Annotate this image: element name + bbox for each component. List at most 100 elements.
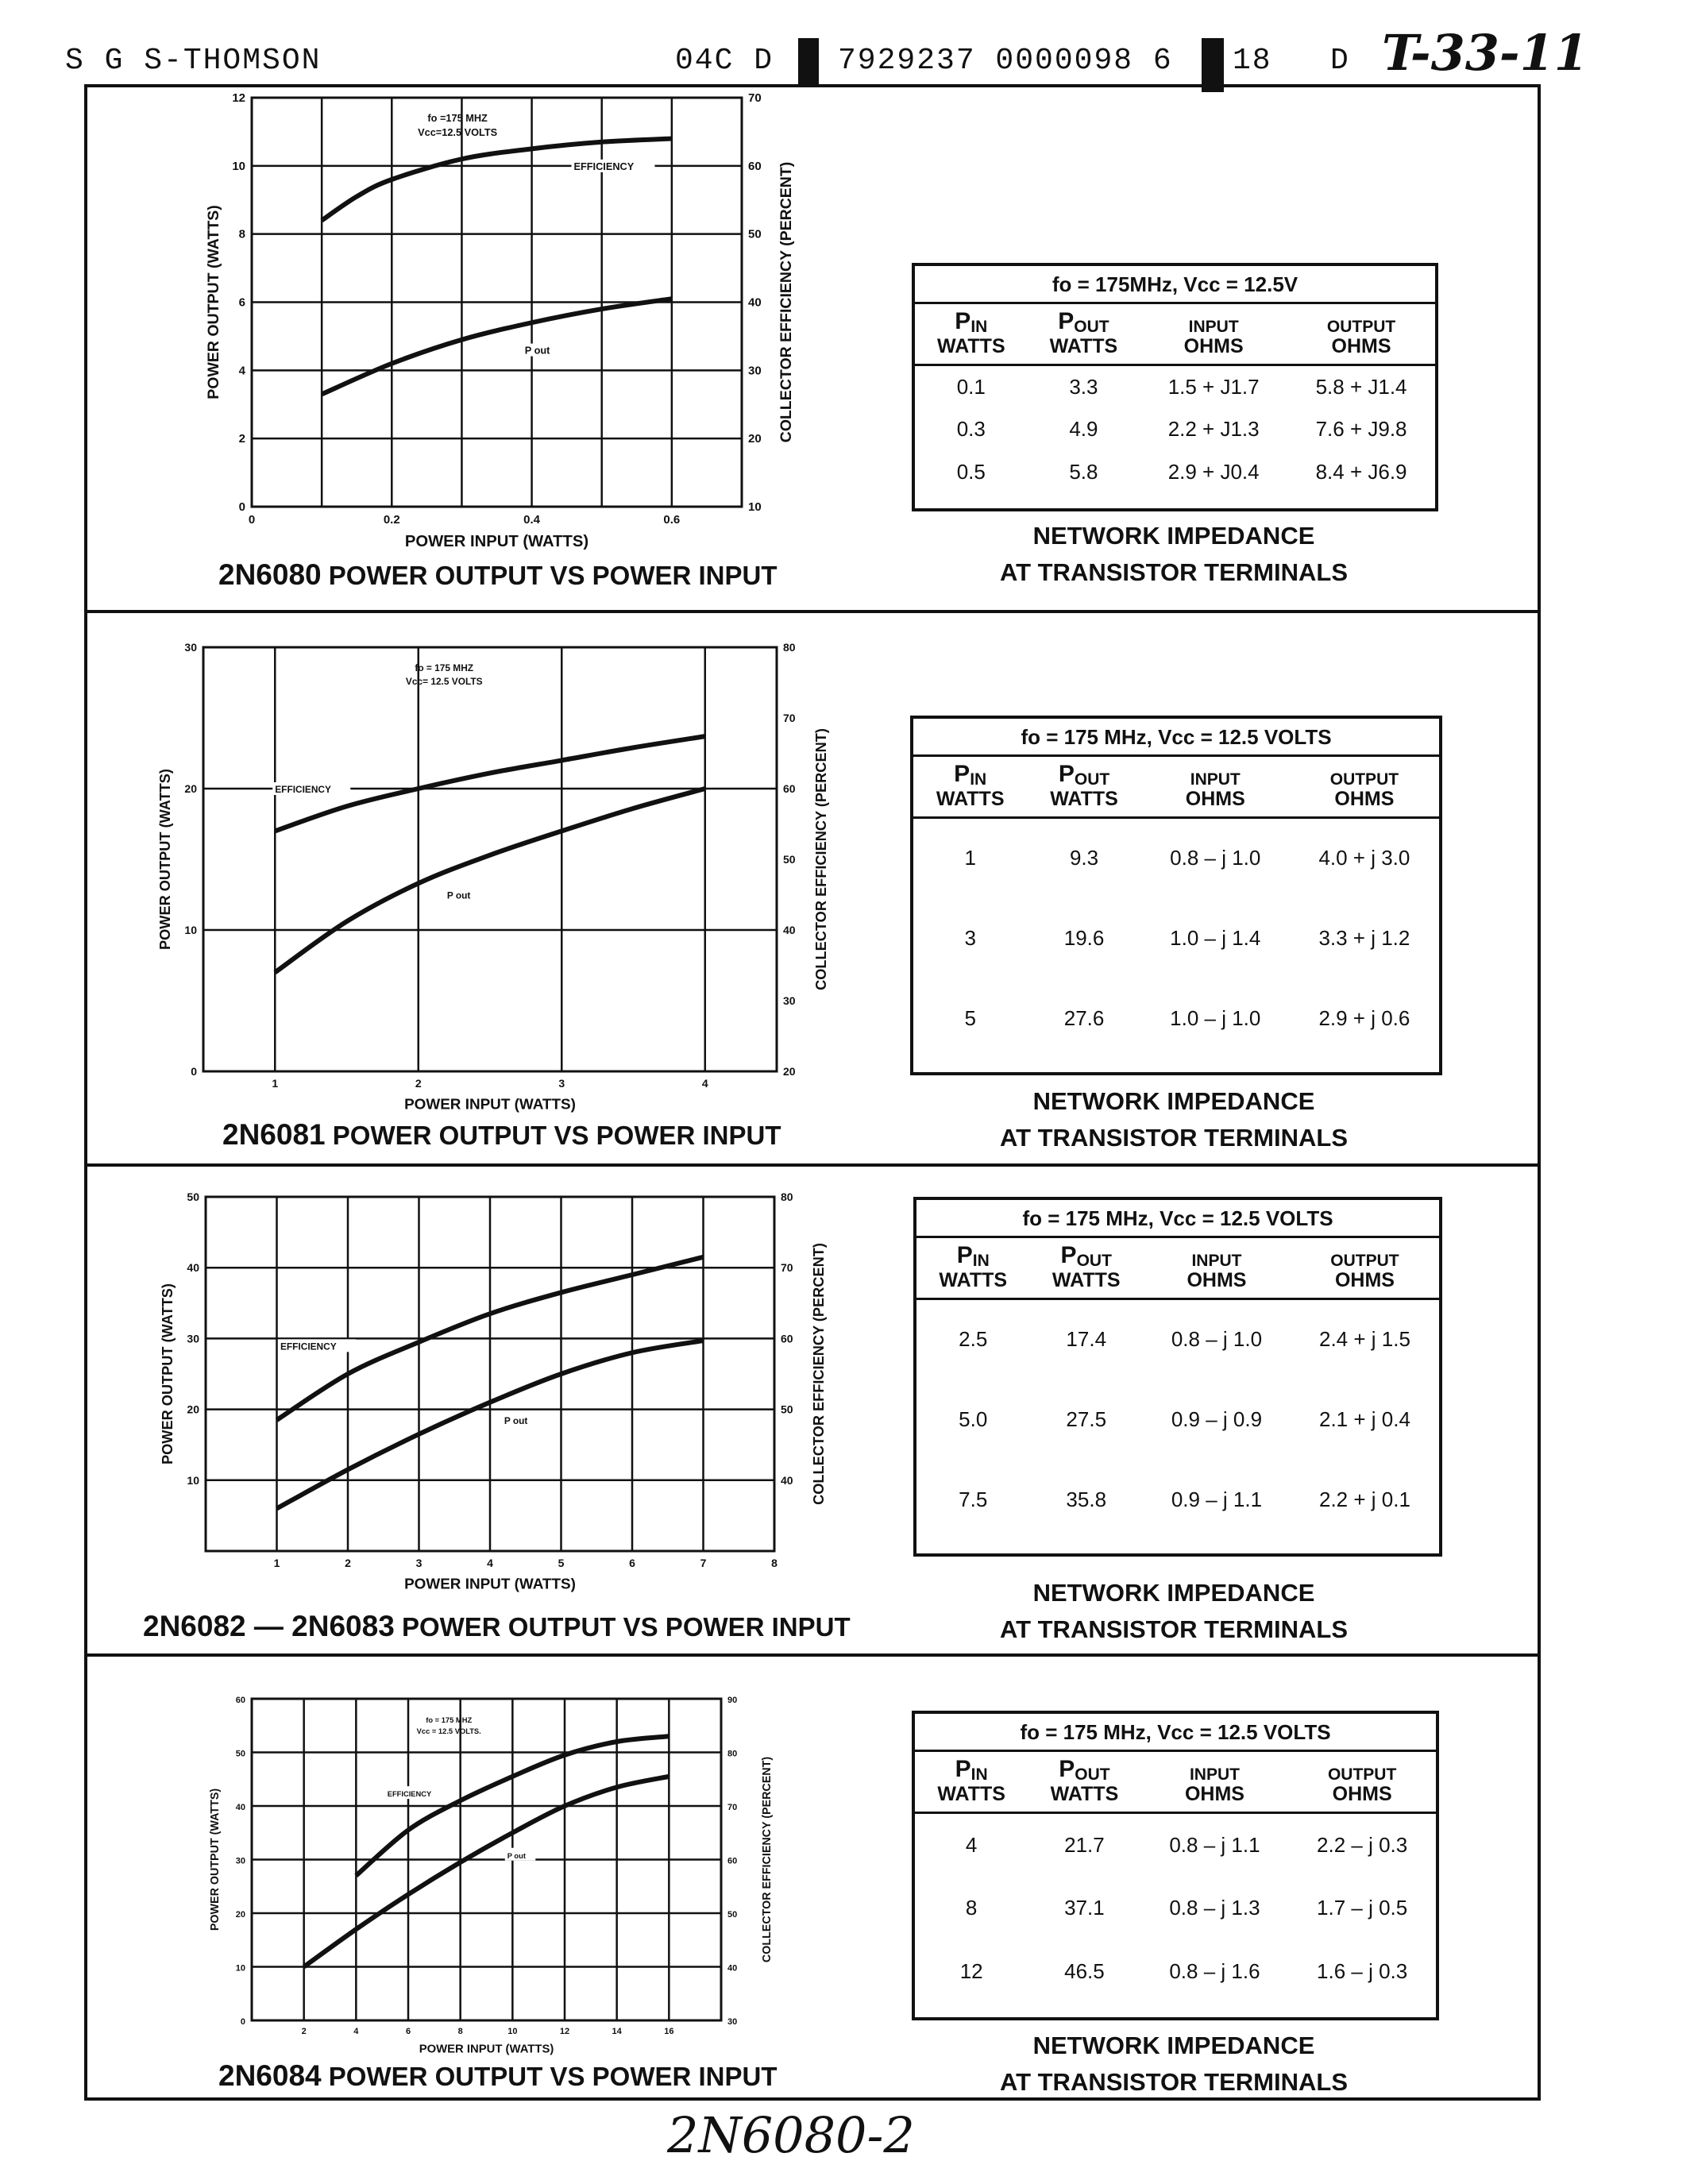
x-tick-label: 2 bbox=[302, 2027, 307, 2036]
company-name: S G S-THOMSON bbox=[65, 44, 322, 78]
table-title: fo = 175 MHz, Vcc = 12.5 VOLTS bbox=[913, 719, 1439, 757]
table-cell: 0.9 – j 0.9 bbox=[1171, 1406, 1263, 1431]
y2-axis-label: COLLECTOR EFFICIENCY (PERCENT) bbox=[761, 1757, 774, 1962]
y-tick-label: 10 bbox=[232, 160, 245, 173]
column-header: OUTPUT OHMS bbox=[1289, 757, 1439, 819]
y-tick-label: 0 bbox=[191, 1065, 197, 1078]
header-d: D bbox=[1330, 44, 1350, 78]
y2-tick-label: 60 bbox=[781, 1332, 793, 1345]
x-axis-label: POWER INPUT (WATTS) bbox=[419, 2043, 554, 2055]
y2-tick-label: 50 bbox=[783, 853, 796, 866]
table-cell: 0.3 bbox=[956, 417, 986, 441]
table-cell: 2.2 – j 0.3 bbox=[1317, 1832, 1408, 1857]
table-cell: 4.9 bbox=[1069, 417, 1098, 441]
x-axis-label: POWER INPUT (WATTS) bbox=[405, 533, 588, 550]
table-row: 1 9.3 0.8 – j 1.0 4.0 + j 3.0 bbox=[913, 818, 1439, 898]
chart-caption: 2N6080 POWER OUTPUT VS POWER INPUT bbox=[218, 558, 777, 592]
table-cell: 0.8 – j 1.0 bbox=[1171, 1327, 1263, 1352]
x-tick-label: 0.6 bbox=[663, 513, 680, 527]
table-row: 0.1 3.3 1.5 + J1.7 5.8 + J1.4 bbox=[915, 365, 1435, 408]
y2-tick-label: 50 bbox=[781, 1403, 793, 1416]
table-row: 5 27.6 1.0 – j 1.0 2.9 + j 0.6 bbox=[913, 978, 1439, 1059]
handwritten-ref: T-33-11 bbox=[1382, 24, 1588, 82]
conditions-note: Vcc=12.5 VOLTS bbox=[418, 126, 497, 138]
y-tick-label: 0 bbox=[241, 2017, 245, 2027]
table-caption: NETWORK IMPEDANCE bbox=[1032, 1087, 1315, 1115]
table-cell: 0.1 bbox=[956, 374, 986, 399]
table-cell: 1.0 – j 1.0 bbox=[1170, 1005, 1261, 1030]
x-tick-label: 6 bbox=[629, 1557, 635, 1569]
table-title: fo = 175MHz, Vcc = 12.5V bbox=[915, 266, 1435, 304]
column-header: POUT WATTS bbox=[1029, 1238, 1143, 1300]
table-row: 2.5 17.4 0.8 – j 1.0 2.4 + j 1.5 bbox=[916, 1299, 1439, 1379]
table-cell: 46.5 bbox=[1064, 1959, 1105, 1983]
y2-tick-label: 70 bbox=[727, 1803, 737, 1812]
column-header: OUTPUT OHMS bbox=[1287, 304, 1435, 366]
table-row: 0.5 5.8 2.9 + J0.4 8.4 + J6.9 bbox=[915, 451, 1435, 494]
y-tick-label: 50 bbox=[236, 1750, 245, 1759]
x-tick-label: 0.4 bbox=[523, 513, 541, 527]
series-label: P out bbox=[507, 1852, 526, 1860]
y-tick-label: 2 bbox=[239, 432, 245, 446]
device-number: 2N6084 bbox=[218, 2059, 322, 2092]
column-header: PIN WATTS bbox=[915, 1752, 1028, 1814]
column-header: INPUT OHMS bbox=[1140, 757, 1290, 819]
y2-tick-label: 80 bbox=[783, 641, 796, 654]
y2-tick-label: 60 bbox=[748, 160, 762, 173]
y-tick-label: 4 bbox=[239, 364, 246, 377]
y-tick-label: 10 bbox=[184, 924, 197, 936]
y-tick-label: 10 bbox=[236, 1964, 245, 1974]
column-header: OUTPUT OHMS bbox=[1288, 1752, 1436, 1814]
x-tick-label: 4 bbox=[353, 2027, 359, 2036]
x-tick-label: 2 bbox=[415, 1077, 422, 1090]
device-number: 2N6082 — 2N6083 bbox=[143, 1610, 395, 1642]
column-header: POUT WATTS bbox=[1027, 304, 1140, 366]
table-caption: AT TRANSISTOR TERMINALS bbox=[999, 1615, 1348, 1643]
series-line-pout bbox=[276, 1338, 704, 1511]
impedance-table: fo = 175 MHz, Vcc = 12.5 VOLTS PIN WATTS PO… bbox=[913, 1197, 1442, 1557]
x-tick-label: 14 bbox=[612, 2027, 623, 2036]
table-cell: 2.4 + j 1.5 bbox=[1319, 1327, 1410, 1352]
x-tick-label: 8 bbox=[458, 2027, 463, 2036]
page-code: 18 bbox=[1233, 44, 1272, 78]
x-tick-label: 2 bbox=[345, 1557, 351, 1569]
table-cell: 9.3 bbox=[1069, 846, 1099, 870]
y-tick-label: 8 bbox=[239, 228, 245, 241]
table-cell: 5.8 bbox=[1069, 460, 1098, 484]
y2-tick-label: 30 bbox=[783, 994, 796, 1007]
page-frame bbox=[84, 84, 1541, 2101]
table-cell: 2.1 + j 0.4 bbox=[1319, 1406, 1410, 1431]
chart-caption: 2N6081 POWER OUTPUT VS POWER INPUT bbox=[222, 1118, 781, 1152]
table-cell: 0.8 – j 1.0 bbox=[1170, 846, 1261, 870]
chart-1: 0 0.2 0.4 0.6 0 2 4 6 8 10 12 10 20 30 40 50 60 70 POWER I… bbox=[205, 91, 795, 550]
table-cell: 27.6 bbox=[1063, 1005, 1105, 1030]
table-title: fo = 175 MHz, Vcc = 12.5 VOLTS bbox=[915, 1714, 1436, 1752]
table-row: 5.0 27.5 0.9 – j 0.9 2.1 + j 0.4 bbox=[916, 1379, 1439, 1460]
x-tick-label: 7 bbox=[700, 1557, 707, 1569]
y-tick-label: 20 bbox=[236, 1910, 245, 1920]
y2-tick-label: 40 bbox=[783, 924, 796, 936]
y2-tick-label: 70 bbox=[748, 91, 762, 105]
y2-tick-label: 70 bbox=[783, 712, 796, 724]
y2-tick-label: 90 bbox=[727, 1696, 737, 1705]
table-cell: 7.5 bbox=[959, 1487, 988, 1511]
series-line-pout bbox=[320, 296, 673, 397]
x-tick-label: 4 bbox=[702, 1077, 708, 1090]
table-cell: 2.9 + J0.4 bbox=[1167, 460, 1260, 484]
y2-tick-label: 50 bbox=[748, 228, 762, 241]
caption-text: POWER OUTPUT VS POWER INPUT bbox=[328, 2062, 778, 2091]
table-caption: NETWORK IMPEDANCE bbox=[1032, 522, 1315, 550]
series-label: P out bbox=[504, 1415, 528, 1426]
series-line-pout bbox=[273, 786, 706, 974]
column-header: PIN WATTS bbox=[915, 304, 1028, 366]
table-cell: 5.8 + J1.4 bbox=[1315, 374, 1407, 399]
x-tick-label: 10 bbox=[507, 2027, 517, 2036]
x-tick-label: 0.2 bbox=[384, 513, 400, 527]
series-line-efficiency bbox=[354, 1734, 669, 1878]
y-tick-label: 12 bbox=[232, 91, 245, 105]
panel-divider bbox=[84, 1163, 1541, 1167]
x-axis-label: POWER INPUT (WATTS) bbox=[404, 1097, 576, 1113]
series-line-efficiency bbox=[274, 734, 706, 834]
table-cell: 8.4 + J6.9 bbox=[1315, 460, 1407, 484]
table-cell: 1.7 – j 0.5 bbox=[1317, 1896, 1408, 1920]
